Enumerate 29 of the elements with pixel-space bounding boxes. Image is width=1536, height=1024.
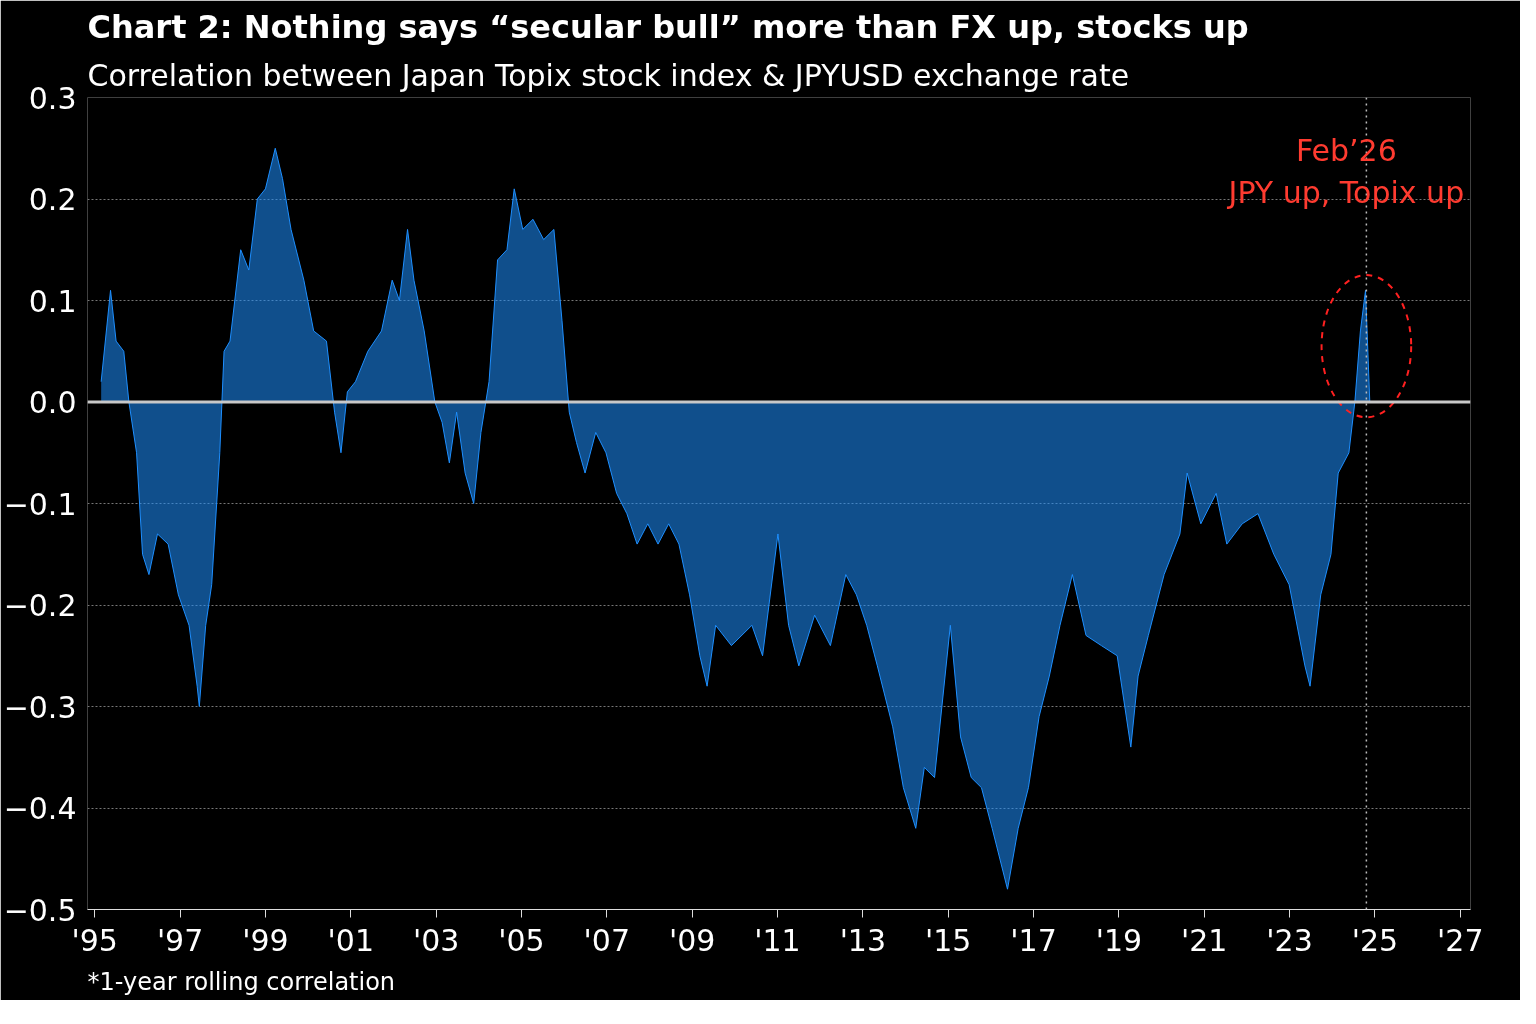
x-tick-label: '25 — [1351, 922, 1399, 958]
chart-title: Chart 2: Nothing says “secular bull” more than FX up, stocks up — [87, 7, 1249, 46]
y-tick-label: 0.0 — [28, 385, 77, 420]
chart-subtitle: Correlation between Japan Topix stock index & JPYUSD exchange rate — [87, 57, 1130, 93]
y-tick-label: −0.3 — [3, 689, 77, 725]
annotation: JPY up, Topix up — [1226, 174, 1465, 210]
x-tick-label: '21 — [1181, 922, 1228, 958]
x-tick-label: '03 — [412, 922, 460, 958]
x-tick-label: '23 — [1266, 922, 1313, 958]
y-tick-label: 0.2 — [28, 182, 77, 217]
x-tick-label: '97 — [156, 922, 204, 958]
y-tick-label: −0.4 — [3, 791, 77, 826]
x-tick-label: '05 — [498, 922, 545, 958]
x-tick-label: '01 — [327, 922, 374, 958]
x-tick-label: '27 — [1437, 922, 1484, 958]
x-tick-label: '19 — [1095, 922, 1143, 958]
y-tick-label: 0.3 — [28, 80, 77, 116]
annotation: Feb’26 — [1295, 132, 1397, 168]
x-tick-label: '07 — [583, 922, 631, 958]
y-tick-label: −0.1 — [3, 486, 77, 522]
y-tick-label: −0.2 — [3, 588, 77, 623]
x-tick-label: '11 — [754, 922, 801, 958]
x-tick-label: '99 — [242, 922, 289, 958]
text: *1-year rolling correlation — [87, 967, 396, 996]
x-tick-label: '09 — [668, 922, 716, 958]
y-tick-label: 0.1 — [28, 283, 77, 319]
x-tick-label: '15 — [924, 922, 972, 958]
x-tick-label: '13 — [839, 922, 887, 958]
x-tick-label: '17 — [1010, 922, 1057, 958]
